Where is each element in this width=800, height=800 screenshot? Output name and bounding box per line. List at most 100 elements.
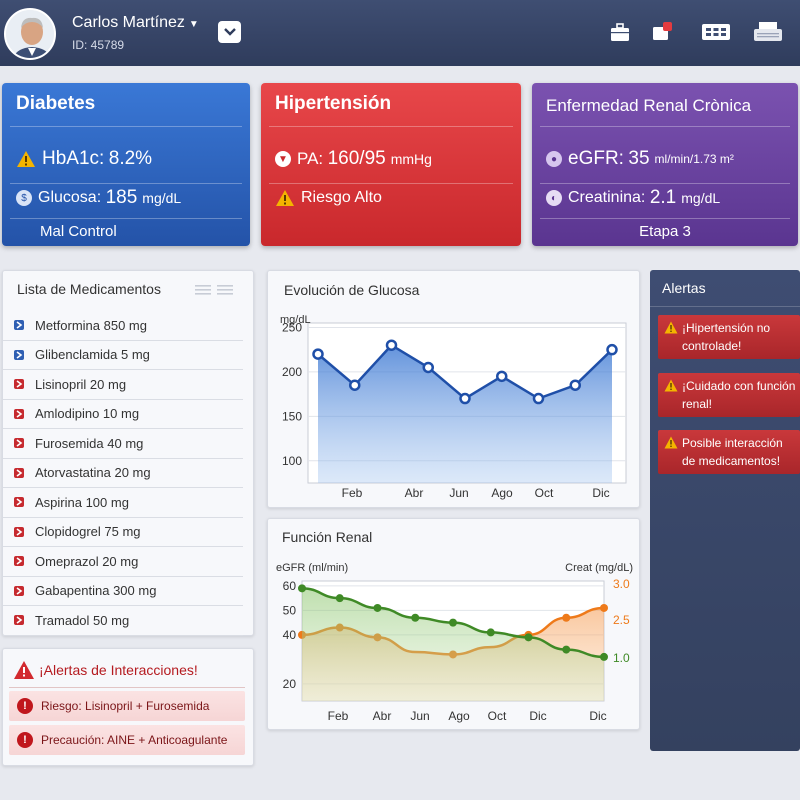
panel-title: Función Renal [282, 529, 373, 545]
y-tick-label-left: 50 [283, 603, 297, 617]
medication-name: Furosemida 40 mg [35, 435, 144, 451]
medication-name: Gabapentina 300 mg [35, 583, 157, 599]
divider [10, 218, 242, 219]
medication-item[interactable]: Omeprazol 20 mg [3, 547, 243, 577]
pill-icon [13, 437, 25, 449]
print-button[interactable] [752, 20, 784, 44]
egfr-point [449, 618, 457, 627]
medication-name: Tramadol 50 mg [35, 612, 130, 628]
x-tick-label: Dic [592, 486, 609, 500]
medication-item[interactable]: Glibenclamida 5 mg [3, 341, 243, 370]
calendar-button[interactable] [700, 20, 732, 44]
x-tick-label: Ago [448, 709, 470, 723]
card-title: Diabetes [16, 93, 96, 114]
medication-item[interactable]: Amlodipino 10 mg [3, 400, 243, 429]
user-name[interactable]: Carlos Martínez ▼ [72, 14, 199, 31]
egfr-point [524, 633, 533, 642]
medication-item[interactable]: Tramadol 50 mg [3, 606, 243, 636]
top-header: Carlos Martínez ▼ ID: 45789 [0, 0, 800, 66]
printer-icon [754, 22, 782, 41]
warning-icon [17, 151, 35, 167]
egfr-area [302, 588, 604, 701]
sidebar-title: Alertas [662, 280, 706, 296]
y-tick-label: 100 [282, 454, 302, 468]
medication-item[interactable]: Clopidogrel 75 mg [3, 518, 243, 547]
medication-item[interactable]: Atorvastatina 20 mg [3, 459, 243, 488]
creatinine-point [600, 603, 608, 612]
x-tick-label: Abr [405, 486, 424, 500]
glucose-chart-panel: Evolución de Glucosa mg/dL 250 200 150 100 Fe… [267, 270, 640, 508]
notification-icon [653, 22, 672, 40]
renal-chart: eGFR (ml/min) Creat (mg/dL) 60 50 40 20 3.0 2.5… [276, 562, 633, 723]
warning-icon [14, 661, 34, 679]
glucose-point [459, 392, 471, 405]
notifications-button[interactable] [650, 20, 674, 44]
alert-item[interactable]: ¡Cuidado con función renal! [658, 373, 800, 417]
y-tick-label-left: 20 [283, 677, 297, 691]
pill-icon [13, 378, 25, 390]
hba1c-row: HbA1c: 8.2% [16, 148, 152, 170]
divider [650, 306, 800, 307]
y-axis-label-right: Creat (mg/dL) [565, 562, 633, 574]
divider [540, 183, 790, 184]
medication-item[interactable]: Furosemida 40 mg [3, 429, 243, 459]
briefcase-button[interactable] [609, 20, 631, 44]
glucose-row: $ Glucosa: 185 mg/dL [16, 187, 181, 209]
renal-card[interactable]: Enfermedad Renal Crònica ● eGFR: 35 ml/mi… [532, 83, 798, 246]
glucose-point [532, 392, 545, 405]
divider [10, 183, 242, 184]
glucose-point [569, 379, 581, 391]
divider [10, 126, 242, 127]
interaction-alert-item[interactable]: ! Riesgo: Lisinopril + Furosemida [9, 691, 245, 721]
pill-icon [13, 349, 25, 361]
pill-icon [13, 467, 25, 479]
medication-name: Atorvastatina 20 mg [35, 465, 151, 481]
x-tick-label: Feb [342, 486, 363, 500]
control-status: Mal Control [40, 223, 117, 240]
medication-item[interactable]: Metformina 850 mg [3, 311, 243, 341]
medication-item[interactable]: Gabapentina 300 mg [3, 577, 243, 606]
egfr-point [562, 645, 571, 654]
kidney-stage: Etapa 3 [639, 223, 691, 240]
y-tick-label: 150 [282, 409, 302, 423]
glucose-area [318, 345, 612, 483]
dropdown-button[interactable] [218, 21, 241, 43]
pill-icon [13, 408, 25, 420]
list-menu-icon[interactable] [195, 283, 237, 295]
diabetes-card[interactable]: Diabetes HbA1c: 8.2% $ Glucosa: 185 mg/dL… [2, 83, 250, 246]
medication-item[interactable]: Lisinopril 20 mg [3, 370, 243, 400]
exclamation-icon: ! [17, 698, 33, 714]
egfr-row: ● eGFR: 35 ml/min/1.73 m² [546, 148, 734, 170]
medication-name: Clopidogrel 75 mg [35, 524, 141, 540]
x-tick-label: Dic [589, 709, 606, 723]
pill-icon [13, 555, 25, 567]
glucose-point [312, 348, 324, 360]
alerts-sidebar: Alertas ¡Hipertensión no controlade! ¡Cu… [650, 270, 800, 751]
divider [269, 183, 513, 184]
creatinine-point [562, 613, 571, 622]
egfr-point [411, 613, 420, 622]
x-tick-label: Jun [449, 486, 468, 500]
interaction-alert-item[interactable]: ! Precaución: AINE + Anticoagulante [9, 725, 245, 755]
risk-row: Riesgo Alto [275, 189, 382, 207]
glucose-point [496, 370, 508, 383]
pill-icon [13, 614, 25, 626]
medication-name: Glibenclamida 5 mg [35, 347, 150, 363]
hypertension-card[interactable]: Hipertensión ▼ PA: 160/95 mmHg Riesgo Alt… [261, 83, 521, 246]
briefcase-icon [611, 23, 629, 41]
medication-list: Metformina 850 mg Glibenclamida 5 mg Lisin… [3, 311, 253, 636]
alert-item[interactable]: ¡Hipertensión no controlade! [658, 315, 800, 359]
glucose-icon: $ [16, 190, 32, 206]
avatar[interactable] [4, 8, 56, 60]
medication-item[interactable]: Aspirina 100 mg [3, 488, 243, 518]
creatinine-icon: ◐ [546, 190, 562, 206]
egfr-point [486, 628, 495, 637]
alert-item[interactable]: Posible interacción de medicamentos! [658, 430, 800, 474]
medication-name: Lisinopril 20 mg [35, 376, 127, 392]
exclamation-icon: ! [17, 732, 33, 748]
x-tick-label: Abr [373, 709, 392, 723]
egfr-point [373, 603, 382, 612]
medication-name: Omeprazol 20 mg [35, 553, 139, 569]
x-tick-label: Oct [535, 486, 554, 500]
